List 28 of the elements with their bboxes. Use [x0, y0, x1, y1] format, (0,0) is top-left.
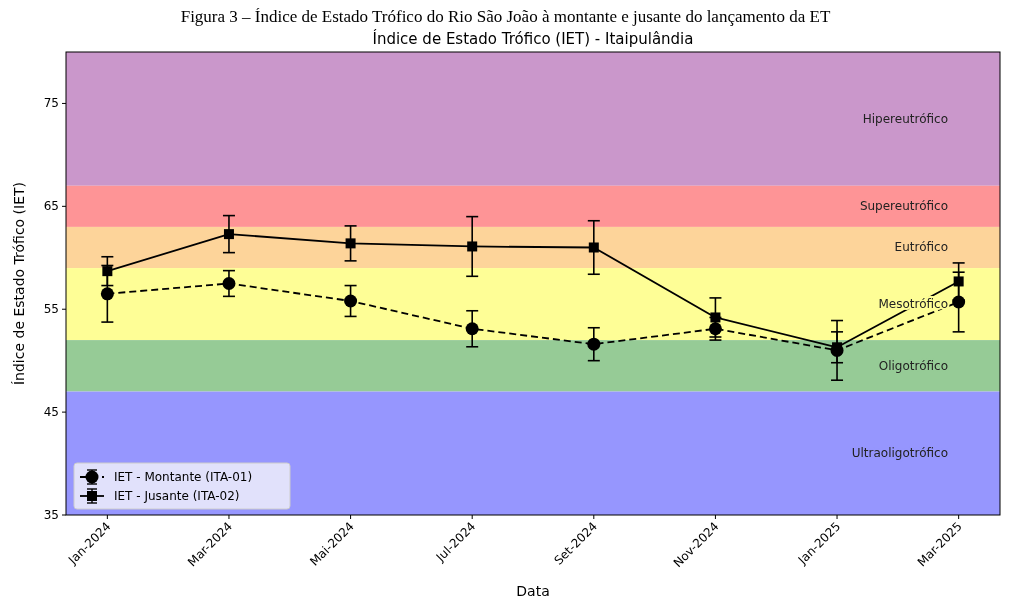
chart-title: Índice de Estado Trófico (IET) - Itaipulândia — [372, 29, 694, 48]
y-tick-label: 45 — [43, 405, 59, 420]
point — [102, 266, 113, 277]
point — [222, 277, 236, 290]
band-label: Eutrófico — [894, 240, 948, 255]
point — [467, 241, 478, 252]
point — [100, 287, 114, 301]
point — [587, 337, 601, 351]
point — [588, 242, 599, 253]
y-axis-title: Índice de Estado Trófico (IET) — [11, 181, 27, 386]
y-tick-label: 55 — [43, 302, 59, 317]
y-tick-label: 65 — [43, 199, 59, 214]
band-label: Hipereutrófico — [862, 111, 948, 126]
legend-label: IET - Montante (ITA-01) — [114, 470, 253, 484]
point — [345, 238, 356, 249]
point — [953, 276, 964, 287]
point — [344, 294, 358, 308]
text: Figura 3 – Índice de Estado Trófico do Rio São João à montante e jusante do lançamento da ET — [180, 7, 831, 26]
point — [465, 322, 479, 336]
x-axis-title: Data — [516, 583, 550, 599]
band-label: Oligotrófico — [878, 358, 948, 373]
y-tick-label: 35 — [43, 508, 59, 522]
y-tick-label: 75 — [43, 96, 59, 111]
point — [223, 229, 234, 240]
band-label: Supereutrófico — [859, 199, 948, 214]
point — [710, 312, 721, 323]
band-label: Ultraoligotrófico — [851, 446, 948, 461]
legend-label: IET - Jusante (ITA-02) — [114, 489, 240, 503]
